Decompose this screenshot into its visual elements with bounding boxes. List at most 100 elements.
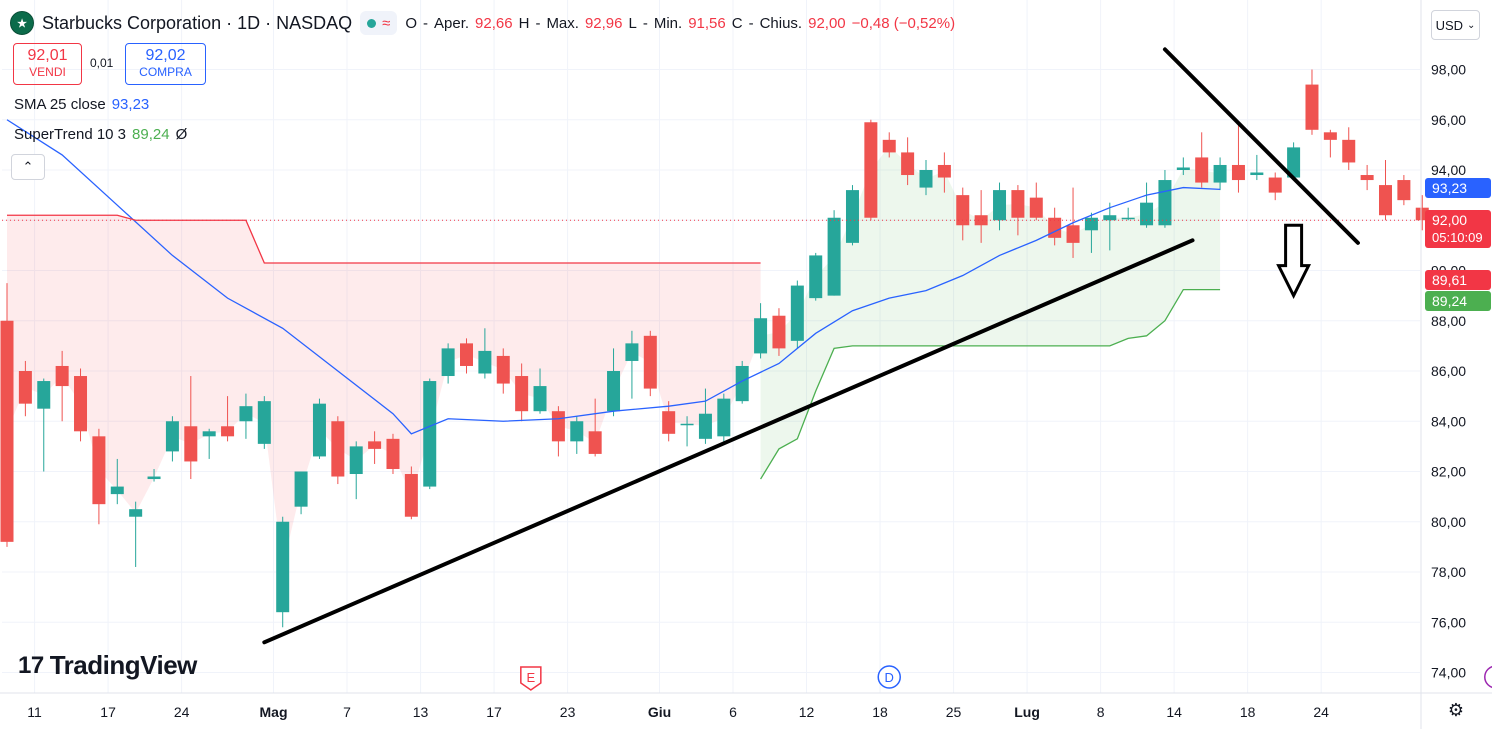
- sma-value: 93,23: [111, 96, 150, 113]
- candle-body: [919, 170, 933, 188]
- candle-body: [1213, 164, 1227, 183]
- x-tick-label: 8: [1097, 704, 1105, 720]
- candle-body: [55, 365, 69, 387]
- candle-body: [441, 348, 455, 377]
- supertrend-up-fill: [760, 146, 1221, 480]
- market-open-dot-icon: [367, 18, 377, 28]
- candle-body: [551, 411, 565, 442]
- supertrend-extra: Ø: [175, 126, 188, 143]
- supertrend-upper-label: 89,61: [1425, 270, 1491, 290]
- y-tick-label: 82,00: [1431, 464, 1466, 480]
- x-tick-label: Giu: [648, 704, 671, 720]
- high-text: Max.: [546, 14, 579, 32]
- market-status-pill[interactable]: ≈: [360, 11, 398, 35]
- sma-price-label: 93,23: [1425, 178, 1491, 198]
- candle-body: [1103, 215, 1117, 221]
- high-value: 92,96: [584, 14, 623, 32]
- candle-body: [974, 215, 988, 226]
- tradingview-brand: TradingView: [49, 650, 198, 680]
- symbol-title[interactable]: Starbucks Corporation · 1D · NASDAQ: [42, 12, 353, 33]
- sell-price: 92,01: [27, 47, 68, 64]
- x-tick-label: 7: [343, 704, 351, 720]
- tradingview-logo[interactable]: 17 TradingView: [18, 650, 197, 681]
- candlesticks: [0, 69, 1429, 628]
- candle-body: [1342, 139, 1356, 163]
- starbucks-logo-icon: ★: [10, 11, 34, 35]
- x-tick-label: 18: [1240, 704, 1256, 720]
- x-tick-label: 24: [174, 704, 190, 720]
- sma-line: [6, 119, 1221, 435]
- candle-body: [1231, 164, 1245, 181]
- candle-body: [533, 386, 547, 412]
- x-tick-label: 14: [1166, 704, 1182, 720]
- y-tick-label: 88,00: [1431, 313, 1466, 329]
- candle-body: [754, 318, 768, 354]
- candle-body: [460, 343, 473, 366]
- candle-body: [129, 509, 143, 517]
- change-value: −0,48 (−0,52%): [851, 14, 956, 32]
- candle-body: [772, 315, 786, 349]
- x-tick-label: 17: [100, 704, 116, 720]
- candle-body: [1323, 132, 1337, 140]
- x-tick-label: 6: [729, 704, 737, 720]
- candle-body: [588, 431, 602, 454]
- y-tick-label: 96,00: [1431, 112, 1466, 128]
- candle-body: [1379, 185, 1392, 216]
- x-tick-label: Lug: [1014, 704, 1040, 720]
- supertrend-value: 89,24: [132, 126, 170, 143]
- event-markers: ED⚡E: [520, 665, 1492, 691]
- open-text: Aper.: [434, 14, 470, 32]
- collapse-legend-button[interactable]: ⌃: [11, 154, 45, 180]
- close-text: Chius.: [759, 14, 803, 32]
- chart-header: ★ Starbucks Corporation · 1D · NASDAQ ≈ …: [10, 10, 955, 36]
- candle-body: [221, 426, 235, 437]
- supertrend-lower-text: 89,24: [1432, 293, 1468, 309]
- candle-body: [717, 398, 731, 437]
- last-price-text: 92,00: [1432, 212, 1468, 228]
- candle-body: [496, 355, 510, 384]
- settings-gear-icon[interactable]: ⚙: [1447, 699, 1465, 720]
- close-label: C: [731, 14, 743, 32]
- currency-selector[interactable]: USD ⌄: [1431, 10, 1480, 40]
- candle-body: [1305, 84, 1319, 130]
- supertrend-lower-label: 89,24: [1425, 291, 1491, 311]
- candle-body: [1121, 217, 1135, 220]
- trendline-drawing: [1162, 47, 1360, 245]
- sell-button[interactable]: 92,01 VENDI: [13, 43, 82, 85]
- buy-button[interactable]: 92,02 COMPRA: [125, 43, 206, 85]
- candle-body: [845, 190, 859, 243]
- candle-body: [294, 471, 308, 507]
- y-tick-label: 78,00: [1431, 564, 1466, 580]
- candle-body: [92, 436, 106, 505]
- candle-body: [827, 217, 841, 296]
- spread-value: 0,01: [90, 56, 114, 70]
- sell-label: VENDI: [29, 65, 66, 79]
- supertrend-upper-text: 89,61: [1432, 272, 1468, 288]
- candle-body: [937, 164, 951, 178]
- candle-body: [643, 335, 657, 389]
- x-tick-label: Mag: [260, 704, 288, 720]
- sma-label: SMA 25 close: [14, 96, 106, 113]
- supertrend-legend[interactable]: SuperTrend 10 3 89,24 Ø: [14, 126, 187, 143]
- sma-legend[interactable]: SMA 25 close 93,23: [14, 96, 149, 113]
- high-label: H: [518, 14, 530, 32]
- candle-body: [1029, 197, 1043, 218]
- candle-body: [386, 438, 400, 469]
- open-label: O: [405, 14, 418, 32]
- candle-body: [1011, 190, 1025, 218]
- down-arrow-drawing: [1276, 223, 1312, 299]
- candle-body: [1195, 157, 1209, 183]
- candle-body: [790, 285, 804, 341]
- candle-body: [1360, 175, 1374, 181]
- candle-body: [1048, 217, 1062, 238]
- y-tick-label: 80,00: [1431, 514, 1466, 530]
- buy-price: 92,02: [145, 47, 186, 64]
- candle-body: [1176, 167, 1190, 170]
- candle-body: [147, 476, 161, 480]
- candle-body: [956, 195, 970, 226]
- x-tick-label: 25: [946, 704, 962, 720]
- candle-body: [607, 371, 621, 412]
- candle-body: [570, 421, 584, 442]
